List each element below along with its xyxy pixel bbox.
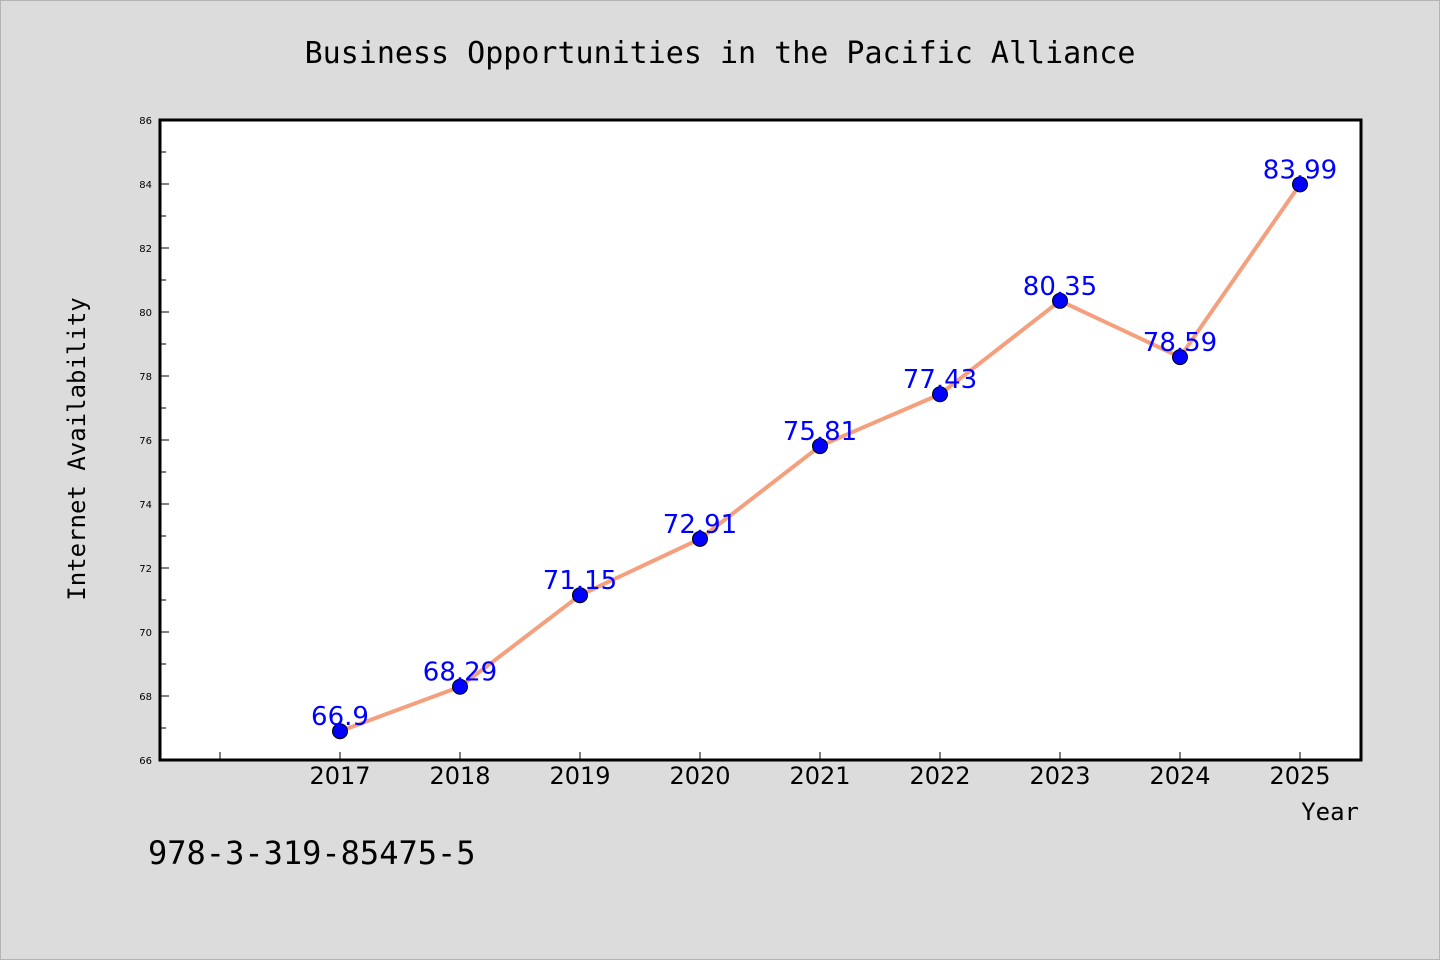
data-point-label: 71.15	[543, 566, 617, 596]
data-point-label: 80.35	[1023, 272, 1097, 302]
data-point-marker	[1052, 292, 1068, 309]
y-tick-label: 70	[139, 628, 152, 639]
x-tick-label: 2019	[549, 762, 610, 790]
data-point-marker	[932, 386, 948, 403]
data-labels: 66.9 68.29 71.15 72.91 75.81 77.43 80.35 78.59 8…	[311, 155, 1337, 732]
y-tick-label: 80	[139, 308, 152, 319]
data-point-marker	[572, 587, 588, 604]
isbn-annotation: 978-3-319-85475-5	[148, 834, 476, 872]
y-tick-label: 86	[139, 116, 152, 127]
y-tick-label: 66	[139, 756, 152, 767]
plot-area	[160, 120, 1361, 760]
data-point-marker	[1292, 176, 1308, 193]
x-tick-label: 2023	[1029, 762, 1090, 790]
data-point-label: 68.29	[423, 658, 497, 688]
data-point-label: 83.99	[1263, 155, 1337, 185]
x-tick-label: 2024	[1149, 762, 1210, 790]
data-point-marker	[812, 438, 828, 455]
data-point-label: 78.59	[1143, 328, 1217, 358]
series-markers	[332, 176, 1308, 740]
y-tick-label: 74	[139, 500, 152, 511]
y-tick-label: 72	[139, 564, 152, 575]
data-point-marker	[332, 723, 348, 740]
data-point-label: 72.91	[663, 510, 737, 540]
x-tick-label: 2017	[309, 762, 370, 790]
x-axis-label: Year	[1301, 798, 1359, 826]
data-point-label: 66.9	[311, 702, 369, 732]
y-axis: 66 68 70 72 74 76 78 80 82 84 86	[139, 116, 169, 767]
data-point-marker	[1172, 349, 1188, 366]
x-tick-label: 2020	[669, 762, 730, 790]
y-tick-label: 78	[139, 372, 152, 383]
y-tick-label: 84	[139, 180, 152, 191]
x-tick-label: 2021	[789, 762, 850, 790]
chart-title: Business Opportunities in the Pacific Al…	[305, 36, 1136, 71]
plot-border	[158, 118, 1363, 762]
data-point-marker	[452, 678, 468, 695]
y-tick-label: 68	[139, 692, 152, 703]
y-tick-label: 76	[139, 436, 152, 447]
x-tick-label: 2018	[429, 762, 490, 790]
x-tick-label: 2022	[909, 762, 970, 790]
data-point-marker	[692, 530, 708, 547]
y-tick-label: 82	[139, 244, 152, 255]
x-tick-label: 2025	[1269, 762, 1330, 790]
x-axis: 2017 2018 2019 2020 2021 2022 2023 2024 2025	[219, 752, 1331, 790]
data-point-label: 75.81	[783, 417, 857, 447]
y-axis-label: Internet Availability	[63, 297, 91, 600]
data-point-label: 77.43	[903, 365, 977, 395]
